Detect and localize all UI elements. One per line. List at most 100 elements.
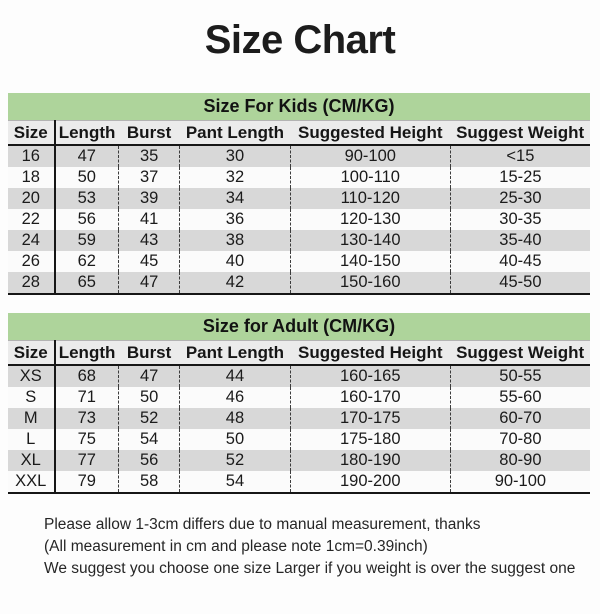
table-cell: 140-150 <box>289 251 451 272</box>
table-cell: 38 <box>179 230 291 251</box>
column-header-suggest-weight: Suggest Weight <box>450 120 590 146</box>
table-cell: 50 <box>118 387 180 408</box>
table-cell: 52 <box>179 450 291 471</box>
page-title: Size Chart <box>204 18 396 62</box>
measurement-notes: Please allow 1-3cm differs due to manual… <box>44 514 580 580</box>
table-cell: 60-70 <box>449 408 590 429</box>
column-header-size: Size <box>8 120 56 146</box>
table-cell: 79 <box>54 471 119 494</box>
table-cell: 170-175 <box>289 408 451 429</box>
table-cell: XXL <box>8 471 56 494</box>
table-cell: 77 <box>54 450 119 471</box>
table-cell: 54 <box>179 471 291 494</box>
kids-size-section: Size For Kids (CM/KG) Size Length Burst … <box>8 93 590 295</box>
table-row: 26 62 45 40 140-150 40-45 <box>8 251 590 272</box>
kids-table-header-row: Size Length Burst Pant Length Suggested … <box>8 120 590 146</box>
table-row: 20 53 39 34 110-120 25-30 <box>8 188 590 209</box>
table-cell: 32 <box>179 167 291 188</box>
kids-section-header: Size For Kids (CM/KG) <box>8 93 590 120</box>
table-cell: 175-180 <box>289 429 451 450</box>
column-header-pant-length: Pant Length <box>179 340 291 366</box>
table-cell: 35 <box>118 145 180 167</box>
table-cell: 39 <box>118 188 180 209</box>
table-cell: 36 <box>179 209 291 230</box>
column-header-suggest-weight: Suggest Weight <box>450 340 590 366</box>
table-cell: 50-55 <box>449 365 590 387</box>
column-header-size: Size <box>8 340 56 366</box>
table-cell: 30 <box>179 145 291 167</box>
table-cell: 40-45 <box>449 251 590 272</box>
table-cell: 45 <box>118 251 180 272</box>
table-cell: 18 <box>8 167 56 188</box>
table-row: 18 50 37 32 100-110 15-25 <box>8 167 590 188</box>
size-tables-container: Size For Kids (CM/KG) Size Length Burst … <box>8 93 590 494</box>
table-cell: 45-50 <box>449 272 590 295</box>
kids-size-table: Size Length Burst Pant Length Suggested … <box>8 120 590 295</box>
table-cell: 42 <box>179 272 291 295</box>
table-cell: 71 <box>54 387 119 408</box>
table-cell: 22 <box>8 209 56 230</box>
table-cell: 34 <box>179 188 291 209</box>
column-header-burst: Burst <box>118 340 180 366</box>
column-header-length: Length <box>54 340 119 366</box>
table-cell: 73 <box>54 408 119 429</box>
table-row: XS 68 47 44 160-165 50-55 <box>8 365 590 387</box>
table-cell: 90-100 <box>449 471 590 494</box>
table-cell: 120-130 <box>289 209 451 230</box>
adult-size-table: Size Length Burst Pant Length Suggested … <box>8 340 590 494</box>
column-header-length: Length <box>54 120 119 146</box>
table-cell: 35-40 <box>449 230 590 251</box>
table-cell: 50 <box>179 429 291 450</box>
table-row: 22 56 41 36 120-130 30-35 <box>8 209 590 230</box>
table-cell: 56 <box>118 450 180 471</box>
table-row: L 75 54 50 175-180 70-80 <box>8 429 590 450</box>
table-cell: 130-140 <box>289 230 451 251</box>
table-cell: 90-100 <box>289 145 451 167</box>
table-cell: 80-90 <box>449 450 590 471</box>
table-cell: 55-60 <box>449 387 590 408</box>
table-cell: 160-170 <box>289 387 451 408</box>
table-cell: 47 <box>54 145 119 167</box>
table-cell: 28 <box>8 272 56 295</box>
table-cell: 48 <box>179 408 291 429</box>
table-cell: 47 <box>118 272 180 295</box>
note-line: (All measurement in cm and please note 1… <box>44 538 428 555</box>
table-cell: 70-80 <box>449 429 590 450</box>
column-header-burst: Burst <box>118 120 180 146</box>
table-cell: 25-30 <box>449 188 590 209</box>
table-cell: XL <box>8 450 56 471</box>
note-line: We suggest you choose one size Larger if… <box>44 560 576 577</box>
table-row: XL 77 56 52 180-190 80-90 <box>8 450 590 471</box>
table-cell: 47 <box>118 365 180 387</box>
table-cell: 16 <box>8 145 56 167</box>
column-header-suggested-height: Suggested Height <box>290 340 451 366</box>
table-cell: 110-120 <box>289 188 451 209</box>
table-cell: 180-190 <box>289 450 451 471</box>
note-line: Please allow 1-3cm differs due to manual… <box>44 516 481 533</box>
table-cell: 100-110 <box>289 167 451 188</box>
table-row: XXL 79 58 54 190-200 90-100 <box>8 471 590 494</box>
table-cell: 150-160 <box>289 272 451 295</box>
table-cell: 46 <box>179 387 291 408</box>
table-cell: 24 <box>8 230 56 251</box>
table-cell: 26 <box>8 251 56 272</box>
adult-section-header: Size for Adult (CM/KG) <box>8 313 590 340</box>
column-header-pant-length: Pant Length <box>179 120 291 146</box>
table-cell: 62 <box>54 251 119 272</box>
adult-size-section: Size for Adult (CM/KG) Size Length Burst… <box>8 313 590 494</box>
table-cell: 59 <box>54 230 119 251</box>
table-cell: 190-200 <box>289 471 451 494</box>
table-cell: 50 <box>54 167 119 188</box>
table-cell: 53 <box>54 188 119 209</box>
table-cell: 58 <box>118 471 180 494</box>
table-cell: 56 <box>54 209 119 230</box>
table-cell: L <box>8 429 56 450</box>
table-cell: M <box>8 408 56 429</box>
table-row: M 73 52 48 170-175 60-70 <box>8 408 590 429</box>
column-header-suggested-height: Suggested Height <box>290 120 451 146</box>
table-cell: 43 <box>118 230 180 251</box>
table-cell: 30-35 <box>449 209 590 230</box>
table-cell: <15 <box>449 145 590 167</box>
table-row: 16 47 35 30 90-100 <15 <box>8 145 590 167</box>
table-cell: 20 <box>8 188 56 209</box>
